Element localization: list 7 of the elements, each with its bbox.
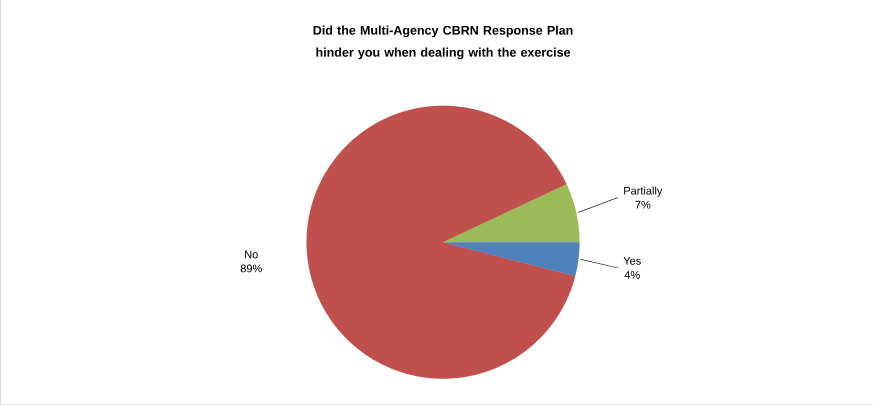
slice-label: Partially [624,186,662,197]
data-label: 7% [635,200,650,208]
chart-title: Did the Multi-Agency CBRN Response Plan hinder you when dealing with the exercise [314,26,572,60]
slice-label: Yes [624,257,641,265]
data-label: 89% [240,264,262,272]
slice-label: No [245,250,258,258]
data-label: 4% [624,270,640,279]
